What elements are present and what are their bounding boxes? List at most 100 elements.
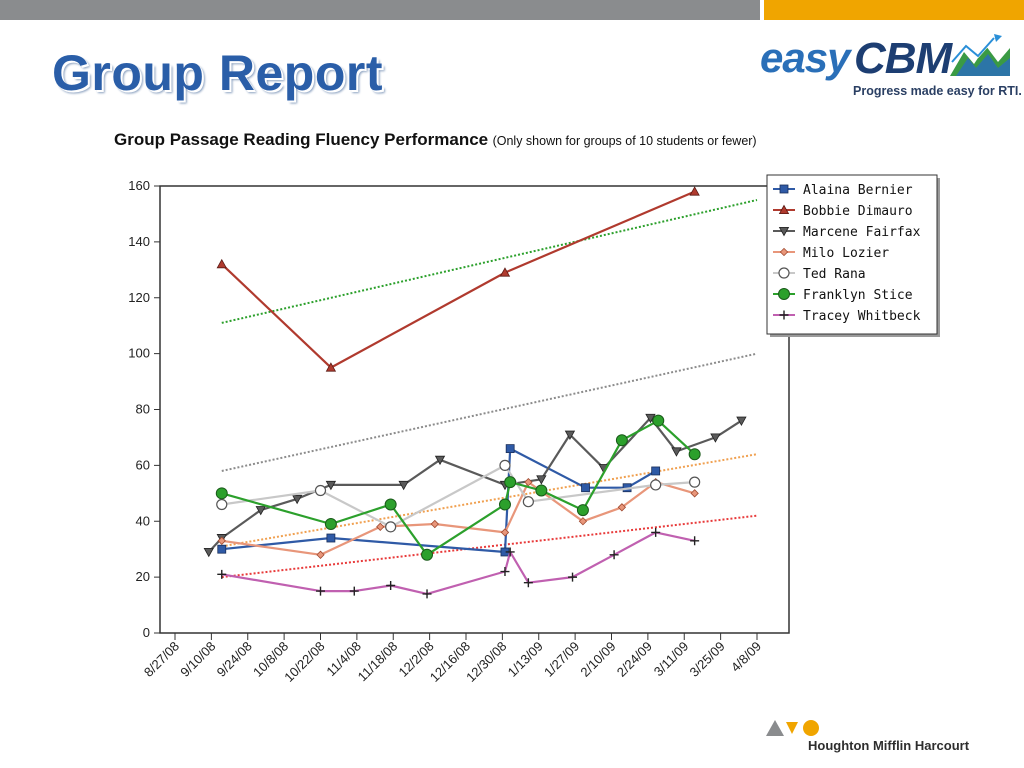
data-point-marker: [216, 498, 228, 511]
data-point-marker: [536, 475, 547, 485]
data-point-marker: [325, 362, 337, 372]
hmh-logo: Houghton Mifflin Harcourt: [764, 716, 994, 760]
data-point-marker: [688, 448, 701, 461]
data-point-marker: [505, 547, 515, 557]
trend-line: [221, 514, 758, 579]
data-point-marker: [216, 258, 227, 269]
data-point-marker: [504, 476, 517, 489]
data-point-marker: [690, 489, 699, 498]
easycbm-logo: easy CBM Progress made easy for RTI.: [760, 32, 1022, 102]
data-point-marker: [376, 522, 385, 532]
data-point-marker: [349, 586, 359, 596]
x-tick-label: 8/27/08: [141, 639, 182, 680]
data-point-marker: [385, 521, 397, 533]
y-tick-label: 0: [143, 625, 150, 640]
series-ted-rana: [216, 459, 701, 533]
chart-title: Group Passage Reading Fluency Performanc…: [114, 130, 489, 149]
data-point-marker: [524, 477, 533, 487]
plot-area-frame: [159, 185, 790, 634]
data-point-marker: [314, 484, 327, 497]
x-tick-label: 11/18/08: [355, 639, 401, 685]
trend-lines: [221, 198, 758, 579]
data-point-marker: [522, 496, 534, 508]
data-point-marker: [710, 433, 721, 443]
data-point-marker: [778, 204, 790, 215]
data-point-marker: [617, 503, 627, 512]
data-point-marker: [671, 447, 682, 457]
y-tick-label: 60: [136, 457, 150, 472]
data-point-marker: [384, 498, 397, 511]
chart-axes: 0 20 40 60 80 100 120 140 160 8/27/089/10/089/24/…: [128, 178, 790, 685]
data-point-marker: [523, 578, 533, 588]
data-point-marker: [651, 466, 661, 476]
logo-graph-icon: [950, 34, 1010, 76]
legend-label: Milo Lozier: [803, 246, 889, 261]
data-point-marker: [498, 498, 511, 511]
hmh-brand-text: Houghton Mifflin Harcourt: [808, 738, 970, 753]
legend-label: Ted Rana: [803, 267, 866, 282]
legend-label: Franklyn Stice: [803, 288, 913, 303]
data-point-marker: [398, 480, 409, 491]
legend-entry: Marcene Fairfax: [773, 225, 921, 240]
data-point-marker: [316, 550, 325, 559]
data-point-marker: [651, 527, 661, 537]
trend-line: [221, 352, 758, 472]
legend-entry: Ted Rana: [773, 267, 866, 282]
x-tick-label: 10/22/08: [281, 639, 327, 685]
y-tick-label: 100: [128, 346, 150, 361]
data-point-marker: [500, 567, 510, 577]
top-banner-gray: [0, 0, 760, 20]
chart-legend: Alaina Bernier Bobbie Dimauro Marcene Fair…: [766, 174, 940, 337]
data-point-marker: [422, 589, 432, 599]
legend-box: [766, 174, 938, 335]
data-point-marker: [215, 487, 228, 500]
legend-label: Marcene Fairfax: [803, 225, 921, 240]
legend-label: Tracey Whitbeck: [803, 309, 921, 324]
data-point-marker: [581, 483, 590, 493]
slide-title: Group Report: [52, 45, 383, 101]
x-tick-label: 9/24/08: [214, 639, 255, 680]
data-point-marker: [615, 434, 628, 447]
data-point-marker: [535, 484, 548, 497]
series-line: [221, 531, 695, 596]
x-tick-label: 4/8/09: [728, 639, 764, 675]
data-point-marker: [291, 494, 303, 505]
legend-entry: Franklyn Stice: [773, 288, 913, 303]
series-bobbie-dimauro: [216, 186, 700, 372]
y-tick-label: 120: [128, 290, 150, 305]
data-point-marker: [499, 267, 511, 277]
y-tick-label: 20: [136, 569, 150, 584]
data-point-marker: [421, 548, 434, 561]
x-tick-label: 2/24/09: [614, 639, 655, 680]
y-tick-label: 160: [128, 178, 150, 193]
data-point-marker: [576, 504, 589, 517]
chart-heading: Group Passage Reading Fluency Performanc…: [114, 130, 757, 150]
data-point-marker: [500, 528, 510, 537]
data-point-marker: [217, 536, 226, 545]
data-point-marker: [324, 518, 337, 531]
data-point-marker: [255, 506, 266, 516]
legend-label: Bobbie Dimauro: [803, 204, 913, 219]
legend-entry: Milo Lozier: [773, 246, 889, 261]
data-point-marker: [325, 480, 337, 491]
series-franklyn-stice: [215, 414, 701, 561]
hmh-shapes-icon: [766, 720, 819, 736]
trend-line: [221, 198, 758, 324]
data-point-marker: [203, 547, 214, 558]
legend-label: Alaina Bernier: [803, 183, 913, 198]
data-point-marker: [779, 310, 789, 320]
x-tick-label: 3/25/09: [686, 639, 727, 680]
data-point-marker: [316, 586, 325, 596]
data-point-marker: [386, 581, 396, 591]
top-banner-gold: [764, 0, 1024, 20]
data-series: [203, 186, 747, 599]
series-tracey-whitbeck: [217, 527, 700, 599]
data-point-marker: [499, 459, 511, 471]
x-tick-label: 12/30/08: [463, 639, 509, 685]
data-point-marker: [217, 569, 227, 579]
data-point-marker: [645, 413, 656, 424]
data-point-marker: [736, 416, 747, 426]
logo-tagline: Progress made easy for RTI.: [853, 84, 1022, 98]
chart-subtitle: (Only shown for groups of 10 students or…: [492, 134, 757, 148]
